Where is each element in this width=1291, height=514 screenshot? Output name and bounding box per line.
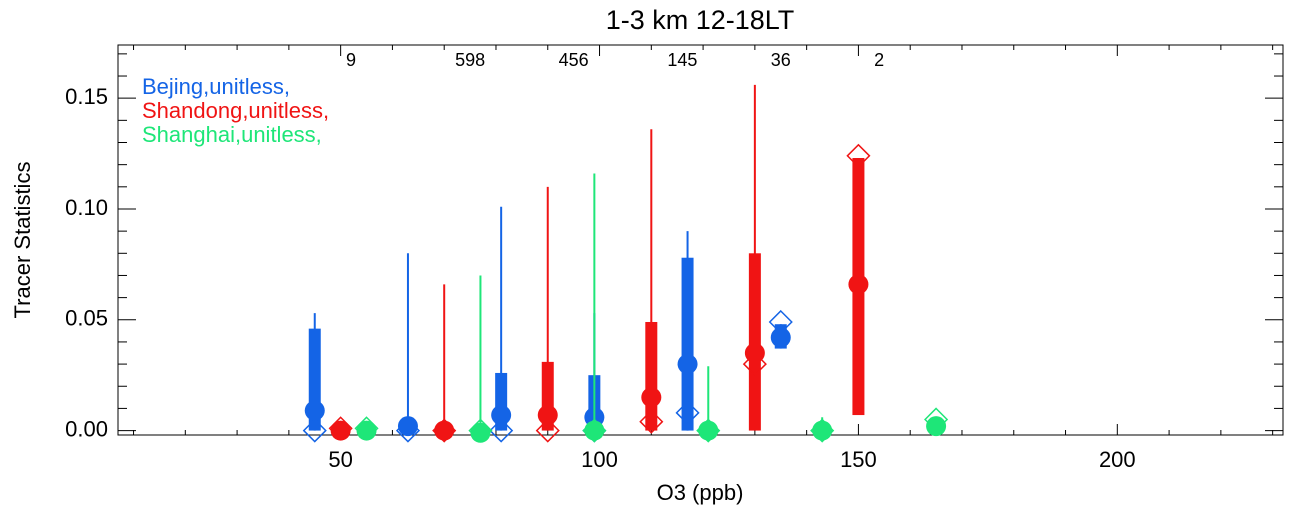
count-label: 456 <box>559 50 589 70</box>
count-label: 598 <box>455 50 485 70</box>
mean-marker <box>848 274 869 295</box>
count-label: 9 <box>346 50 356 70</box>
mean-marker <box>397 416 418 437</box>
legend-entry: Bejing,unitless, <box>142 74 290 99</box>
mean-marker <box>744 343 765 364</box>
mean-marker <box>770 327 791 348</box>
mean-marker <box>434 420 455 441</box>
y-tick-label: 0.15 <box>65 84 108 109</box>
x-tick-label: 200 <box>1099 447 1136 472</box>
count-label: 145 <box>667 50 697 70</box>
diamond-marker <box>742 352 767 377</box>
diamond-marker <box>535 418 560 443</box>
mean-marker <box>470 422 491 443</box>
diamond-marker <box>302 418 327 443</box>
x-tick-label: 150 <box>840 447 877 472</box>
y-tick-label: 0.10 <box>65 195 108 220</box>
mean-marker <box>641 387 662 408</box>
mean-marker <box>812 420 833 441</box>
diamond-marker <box>675 400 700 425</box>
mean-marker <box>698 420 719 441</box>
count-label: 36 <box>771 50 791 70</box>
y-tick-label: 0.00 <box>65 416 108 441</box>
mean-marker <box>584 420 605 441</box>
mean-marker <box>304 400 325 421</box>
diamond-marker <box>846 143 871 168</box>
legend-entry: Shandong,unitless, <box>142 98 329 123</box>
x-axis-label: O3 (ppb) <box>657 480 744 505</box>
x-tick-label: 100 <box>581 447 618 472</box>
legend-entry: Shanghai,unitless, <box>142 122 322 147</box>
diamond-marker <box>489 418 514 443</box>
mean-marker <box>356 420 377 441</box>
mean-marker <box>677 354 698 375</box>
mean-marker <box>330 420 351 441</box>
count-label: 2 <box>874 50 884 70</box>
x-tick-label: 50 <box>328 447 352 472</box>
range-bar <box>681 257 694 431</box>
mean-marker <box>926 416 947 437</box>
y-axis-label: Tracer Statistics <box>10 162 35 319</box>
diamond-marker <box>639 409 664 434</box>
mean-marker <box>537 405 558 426</box>
mean-marker <box>491 405 512 426</box>
y-tick-label: 0.05 <box>65 306 108 331</box>
chart-title: 1-3 km 12-18LT <box>606 5 795 35</box>
range-bar <box>748 253 761 431</box>
